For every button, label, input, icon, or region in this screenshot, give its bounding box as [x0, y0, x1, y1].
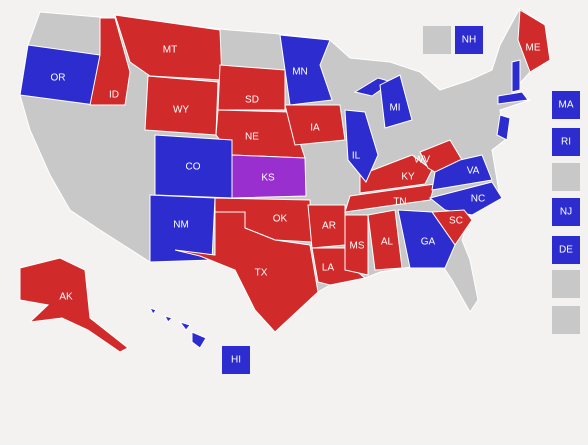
state-label: MS [350, 241, 365, 252]
small-state [511, 59, 521, 93]
state [174, 211, 319, 333]
state [344, 214, 369, 276]
state-label: NM [173, 220, 189, 231]
state [428, 181, 503, 216]
state [397, 209, 456, 269]
state [114, 14, 223, 81]
state [517, 9, 551, 73]
state [344, 183, 436, 213]
state-label: LA [322, 263, 335, 274]
state-label: MN [292, 67, 308, 78]
state-box [423, 26, 451, 54]
box-label: NH [462, 35, 476, 46]
box-label: DE [559, 245, 573, 256]
state-label: AL [381, 237, 394, 248]
state [379, 74, 413, 129]
state-box [552, 306, 580, 334]
state-label: SD [245, 95, 259, 106]
hawaii [178, 321, 191, 331]
state [19, 257, 129, 353]
box-label: RI [561, 137, 571, 148]
state-label: WY [173, 105, 189, 116]
state-label: TN [393, 197, 406, 208]
state [231, 154, 307, 199]
state [279, 34, 333, 106]
state [217, 64, 286, 111]
state-label: MT [163, 45, 177, 56]
state-box [455, 26, 483, 54]
state-box [552, 128, 580, 156]
state-label: OK [273, 214, 288, 225]
state-box [552, 163, 580, 191]
state-label: GA [421, 237, 436, 248]
state [431, 154, 493, 191]
state-label: AK [59, 292, 73, 303]
state [367, 209, 403, 271]
hawaii [149, 307, 157, 315]
state-label: NC [471, 194, 485, 205]
state-label: ME [526, 43, 541, 54]
box-label: NJ [560, 207, 572, 218]
state [284, 104, 346, 146]
state-box [552, 270, 580, 298]
state [344, 109, 379, 183]
state-label: KS [261, 173, 275, 184]
small-state [497, 91, 529, 105]
state [359, 154, 433, 194]
state-label: CO [186, 162, 201, 173]
hawaii [164, 315, 173, 323]
state-label: MI [389, 103, 400, 114]
state-label: NE [245, 132, 259, 143]
small-state [496, 114, 511, 141]
state-box [552, 198, 580, 226]
state-label: WV [414, 155, 430, 166]
hawaii [191, 331, 207, 349]
state-box [552, 91, 580, 119]
state-label: ID [109, 90, 119, 101]
state-label: IA [310, 123, 320, 134]
state-box [552, 236, 580, 264]
state-label: IL [352, 151, 361, 162]
state-label: TX [255, 268, 268, 279]
state-box [222, 346, 250, 374]
state-label: SC [449, 216, 463, 227]
state-label: VA [467, 166, 480, 177]
state-label: AR [322, 221, 336, 232]
state-label: OR [51, 73, 66, 84]
state-label: KY [401, 172, 415, 183]
box-label: HI [231, 355, 241, 366]
state [89, 17, 131, 106]
box-label: MA [559, 100, 574, 111]
